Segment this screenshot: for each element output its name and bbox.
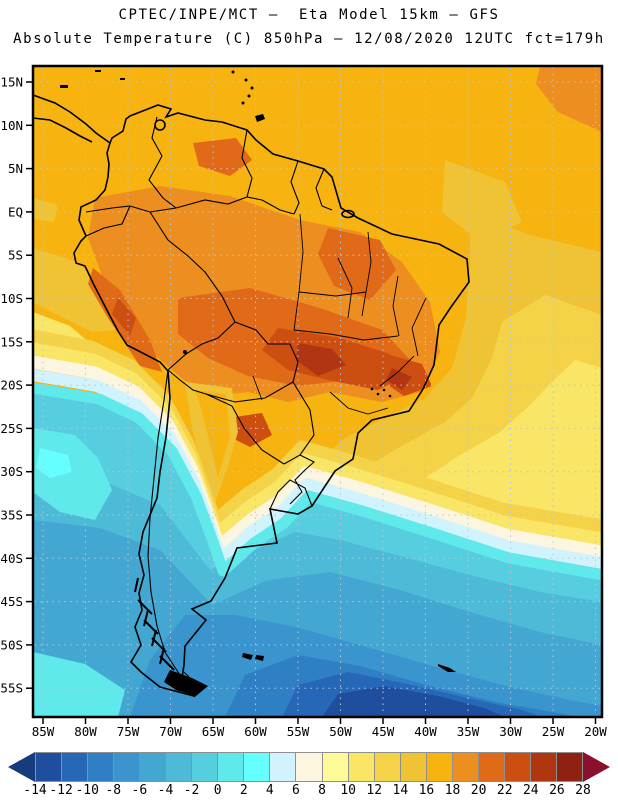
colorbar-cell — [452, 753, 479, 781]
colorbar-cell — [192, 753, 219, 781]
lon-tick-label: 75W — [117, 724, 140, 739]
colorbar-tick-label: -4 — [157, 783, 174, 798]
lat-tick-label: 10N — [0, 118, 23, 133]
colorbar-cell — [244, 753, 271, 781]
colorbar-tick-label: 26 — [549, 783, 565, 798]
colorbar-cell — [62, 753, 89, 781]
lon-tick-label: 30W — [499, 724, 522, 739]
lat-tick-label: 5N — [8, 161, 23, 176]
lon-tick-label: 40W — [414, 724, 437, 739]
lat-tick-label: 50S — [0, 637, 23, 652]
colorbar-cell — [36, 753, 63, 781]
colorbar-tick-label: 12 — [366, 783, 383, 798]
lat-tick-label: 45S — [0, 594, 23, 609]
colorbar-tick-label: 24 — [522, 783, 539, 798]
lon-tick-label: 70W — [159, 724, 182, 739]
lat-tick-label: 55S — [0, 681, 23, 696]
lon-tick-label: 55W — [287, 724, 310, 739]
page-title: CPTEC/INPE/MCT – Eta Model 15km – GFS — [118, 7, 500, 23]
state-borders — [252, 213, 427, 415]
lat-tick-label: 25S — [0, 421, 23, 436]
page-subtitle: Absolute Temperature (C) 850hPa – 12/08/… — [13, 31, 605, 47]
colorbar-tick-label: 4 — [265, 783, 274, 798]
colorbar-tick-label: -10 — [75, 783, 99, 798]
colorbar-cell — [140, 753, 167, 781]
front-transition-bands — [33, 329, 602, 581]
colorbar-tick-label: 28 — [575, 783, 591, 798]
lat-tick-label: 15S — [0, 334, 23, 349]
longitude-axis: 85W 80W 75W 70W 65W 60W 55W 50W 45W 40W 35W 30W 25W 2… — [32, 724, 608, 739]
colorbar-tick-label: 8 — [318, 783, 326, 798]
colorbar-labels: -14 -12 -10 -8 -6 -4 -2 0 2 4 6 8 10 12 14 16 18 20 22 24 26… — [8, 782, 610, 798]
lat-tick-label: 5S — [8, 248, 23, 263]
colorbar-tick-label: 22 — [496, 783, 513, 798]
colorbar-tick-label: 0 — [213, 783, 222, 798]
colorbar-tick-label: -6 — [131, 783, 148, 798]
lat-tick-label: 30S — [0, 464, 23, 479]
colorbar-cell — [270, 753, 297, 781]
lat-tick-label: EQ — [8, 204, 23, 219]
colorbar-cell — [426, 753, 453, 781]
colorbar-tick-label: 6 — [292, 783, 300, 798]
colorbar-cell — [296, 753, 323, 781]
colorbar-tick-label: 16 — [418, 783, 435, 798]
colorbar-cell — [556, 753, 582, 781]
colorbar-above-arrow — [583, 752, 610, 782]
islands-and-fjords — [60, 70, 456, 696]
colorbar-tick-label: 2 — [239, 783, 248, 798]
colorbar-cell — [348, 753, 375, 781]
colorbar-cell — [218, 753, 245, 781]
colorbar-cell — [530, 753, 557, 781]
map-frame — [31, 64, 604, 719]
colorbar-cells — [35, 752, 583, 782]
lon-tick-label: 60W — [244, 724, 267, 739]
colorbar-cell — [166, 753, 193, 781]
map-gridlines — [34, 67, 601, 716]
lat-tick-label: 15N — [0, 75, 23, 90]
lon-tick-label: 85W — [32, 724, 55, 739]
lat-tick-label: 20S — [0, 378, 23, 393]
colorbar-cell — [114, 753, 141, 781]
lon-tick-label: 80W — [74, 724, 97, 739]
colorbar-tick-label: 18 — [444, 783, 461, 798]
lat-tick-label: 10S — [0, 291, 23, 306]
lat-tick-label: 35S — [0, 508, 23, 523]
lat-tick-label: 40S — [0, 551, 23, 566]
colorbar-below-arrow — [8, 752, 35, 782]
colorbar-cell — [400, 753, 427, 781]
lon-tick-label: 35W — [457, 724, 480, 739]
colorbar-tick-label: 20 — [470, 783, 487, 798]
colorbar-legend: -14 -12 -10 -8 -6 -4 -2 0 2 4 6 8 10 12 14 16 18 20 22 24 26… — [8, 752, 610, 798]
colorbar-tick-label: -2 — [183, 783, 200, 798]
colorbar-tick-label: -14 — [23, 783, 47, 798]
colorbar-tick-label: -12 — [49, 783, 73, 798]
lon-tick-label: 50W — [329, 724, 352, 739]
colorbar-cell — [374, 753, 401, 781]
lon-tick-label: 20W — [584, 724, 607, 739]
lon-tick-label: 65W — [202, 724, 225, 739]
map-canvas: 15N 10N 5N EQ 5S 10S 15S 20S 25S 30S 35S 40S 45S 50S 5… — [0, 64, 608, 739]
colorbar-cell — [88, 753, 115, 781]
colorbar-tick-label: -8 — [105, 783, 122, 798]
axis-ticks — [26, 81, 597, 724]
colorbar-tick-label: 14 — [392, 783, 409, 798]
temperature-field — [33, 66, 602, 717]
colorbar-cell — [478, 753, 505, 781]
lon-tick-label: 25W — [542, 724, 565, 739]
latitude-axis: 15N 10N 5N EQ 5S 10S 15S 20S 25S 30S 35S 40S 45S 50S 5… — [0, 75, 23, 696]
colorbar-tick-label: 10 — [340, 783, 356, 798]
colorbar-cell — [322, 753, 349, 781]
lon-tick-label: 45W — [372, 724, 395, 739]
colorbar-cell — [504, 753, 531, 781]
